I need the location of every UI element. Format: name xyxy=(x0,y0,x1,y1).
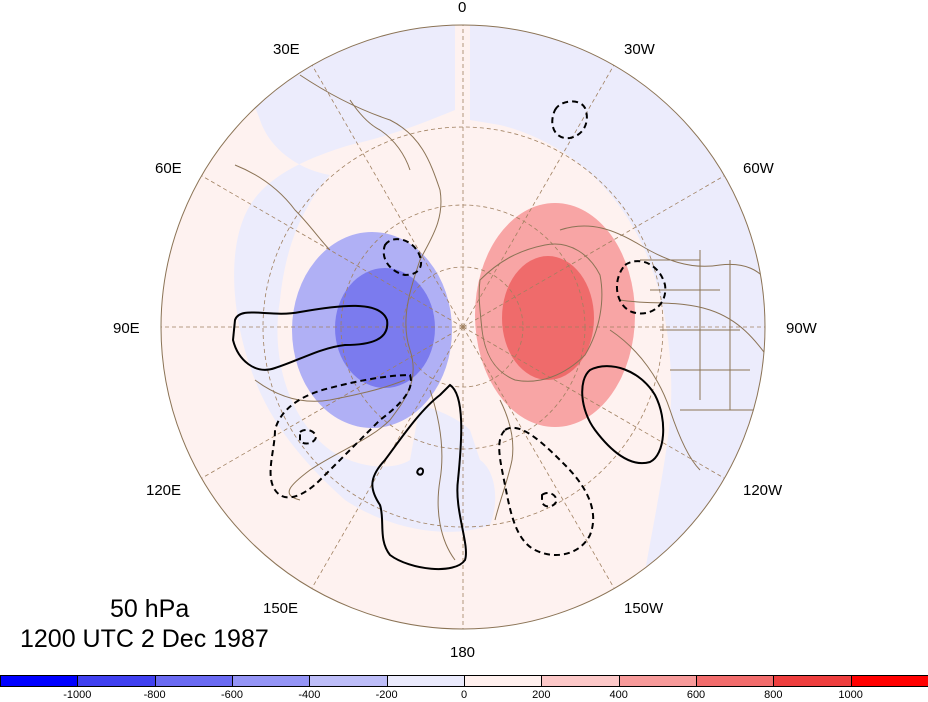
negative-contour-120e-inner xyxy=(299,428,318,445)
contour-lines xyxy=(231,100,667,571)
positive-anomaly-center xyxy=(502,256,594,380)
positive-contour-small-loop xyxy=(416,467,425,476)
longitude-label-60e: 60E xyxy=(155,160,182,177)
colorbar-tick-label: 600 xyxy=(686,689,706,701)
longitude-label-90w: 90W xyxy=(786,320,817,337)
colorbar-swatch xyxy=(309,675,388,687)
negative-anomaly-center xyxy=(335,268,435,388)
colorbar-tick-label: -1000 xyxy=(63,689,92,701)
negative-contour-70w xyxy=(616,260,667,315)
longitude-label-30w: 30W xyxy=(624,41,655,58)
colorbar-swatch xyxy=(232,675,311,687)
longitude-label-120e: 120E xyxy=(146,482,182,499)
pressure-level-label: 50 hPa xyxy=(110,595,190,623)
colorbar-swatch xyxy=(464,675,543,687)
positive-contour-120w xyxy=(581,365,665,465)
longitude-label-30e: 30E xyxy=(273,41,300,58)
colorbar-swatch xyxy=(850,675,928,687)
negative-contour-75e xyxy=(382,238,423,277)
negative-contour-150w xyxy=(498,426,595,556)
positive-contour-150e xyxy=(371,383,467,571)
colorbar-tick-label: 0 xyxy=(460,689,468,701)
colorbar-tick-label: -400 xyxy=(298,689,321,701)
weak-negative-region-east xyxy=(470,25,765,600)
colorbar-swatch xyxy=(77,675,156,687)
colorbar-tick-label: -600 xyxy=(220,689,244,701)
negative-contour-150w-inner xyxy=(541,492,558,508)
negative-contour-120e xyxy=(269,373,412,499)
colorbar-tick-label: -200 xyxy=(375,689,398,701)
colorbar-swatch xyxy=(386,675,465,687)
longitude-label-150e: 150E xyxy=(263,600,299,617)
longitude-label-150w: 150W xyxy=(624,600,664,617)
colorbar-tick-label: 1000 xyxy=(838,689,863,701)
longitude-label-90e: 90E xyxy=(113,320,140,337)
longitude-label-0: 0 xyxy=(458,0,467,16)
colorbar-tick-label: 400 xyxy=(609,689,628,701)
coastlines xyxy=(234,74,765,561)
colorbar-swatch xyxy=(773,675,852,687)
colorbar-tick-label: 800 xyxy=(764,689,783,701)
positive-contour-90e xyxy=(231,304,389,371)
colorbar: -1000 -800 -600 -400 -200 0 200 400 600 800 1000 xyxy=(0,675,928,702)
longitude-label-120w: 120W xyxy=(743,482,783,499)
map-boundary xyxy=(160,24,766,630)
colorbar-tick-label: -800 xyxy=(143,689,166,701)
colorbar-swatch xyxy=(154,675,233,687)
polar-stereographic-map xyxy=(160,24,766,630)
colorbar-tick-label: 200 xyxy=(532,689,551,701)
colorbar-swatch xyxy=(0,675,79,687)
longitude-label-180: 180 xyxy=(450,644,476,661)
datetime-label: 1200 UTC 2 Dec 1987 xyxy=(20,625,269,653)
colorbar-swatch xyxy=(618,675,697,687)
weak-negative-region-west xyxy=(161,25,496,532)
colorbar-swatch xyxy=(696,675,775,687)
colorbar-swatch xyxy=(541,675,620,687)
negative-contour-north xyxy=(551,100,588,140)
longitude-label-60w: 60W xyxy=(743,160,774,177)
graticule xyxy=(161,25,765,629)
